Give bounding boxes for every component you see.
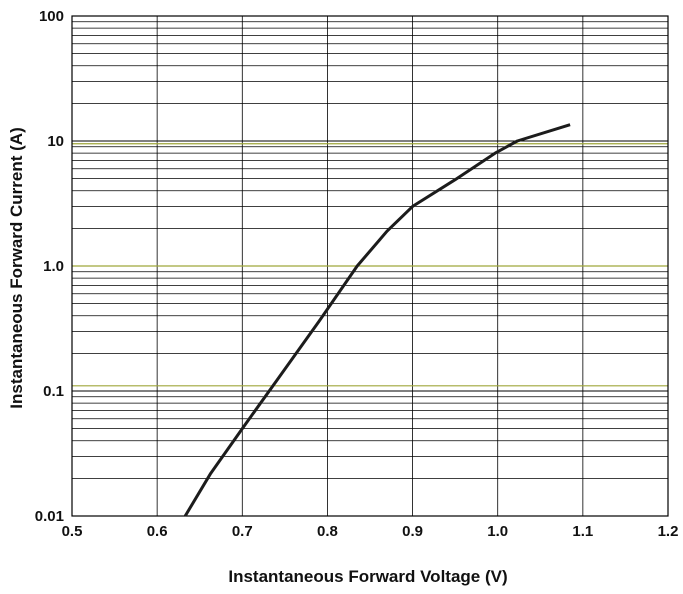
x-tick-label: 1.2 — [658, 523, 679, 540]
x-tick-label: 0.7 — [232, 523, 253, 540]
x-tick-label: 0.8 — [317, 523, 338, 540]
y-tick-label: 0.1 — [43, 383, 64, 400]
x-tick-label: 0.9 — [402, 523, 423, 540]
grid — [71, 15, 669, 517]
x-tick-label: 0.6 — [147, 523, 168, 540]
y-tick-label: 100 — [39, 8, 64, 25]
plot-frame — [71, 15, 669, 517]
x-tick-label: 1.0 — [487, 523, 508, 540]
x-tick-labels: 0.5 0.6 0.7 0.8 0.9 1.0 1.1 1.2 — [62, 523, 679, 540]
forward-current-curve — [183, 123, 571, 517]
y-axis-label: Instantaneous Forward Current (A) — [7, 127, 26, 408]
x-axis-label: Instantaneous Forward Voltage (V) — [228, 567, 507, 586]
y-tick-label: 10 — [47, 133, 64, 150]
y-tick-label: 1.0 — [43, 258, 64, 275]
y-tick-label: 0.01 — [35, 508, 64, 525]
x-tick-label: 1.1 — [572, 523, 593, 540]
y-tick-labels: 0.01 0.1 1.0 10 100 — [35, 8, 64, 525]
x-tick-label: 0.5 — [62, 523, 83, 540]
series-layer — [183, 123, 571, 517]
